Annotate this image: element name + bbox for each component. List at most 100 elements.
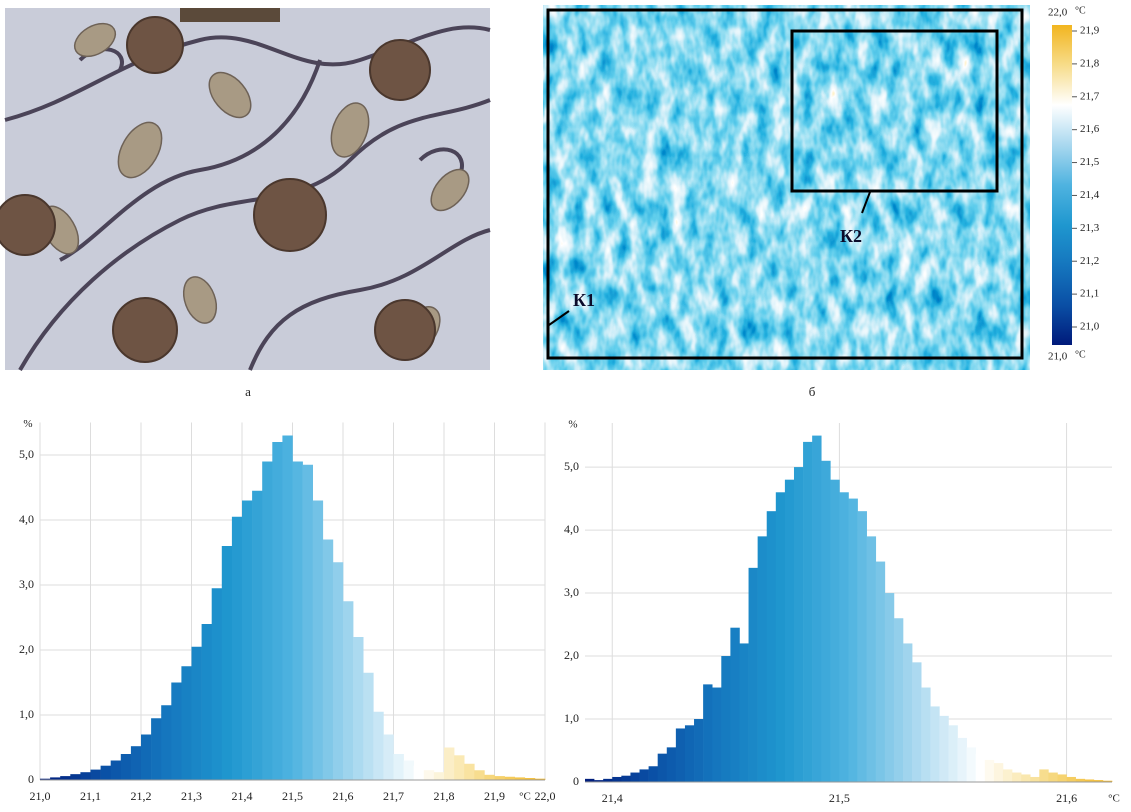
y-axis-label: %: [568, 419, 577, 431]
y-tick-label: 5,0: [564, 459, 579, 473]
x-tick-label: 21,6: [1056, 791, 1077, 805]
bar: [803, 441, 813, 782]
x-tick-label: 21,4: [232, 789, 253, 803]
x-tick-label: 22,0: [535, 789, 556, 803]
bar: [100, 765, 111, 780]
bar: [984, 759, 995, 782]
thermogram: К1 К2: [543, 5, 1030, 370]
bar: [383, 734, 394, 780]
colorbar-unit: °C: [1075, 5, 1086, 16]
colorbar-tick-label: 21,3: [1080, 222, 1100, 234]
y-tick-label: 4,0: [564, 522, 579, 536]
bar: [821, 460, 831, 782]
bar: [875, 561, 886, 782]
colorbar-tick-label: 21,5: [1080, 156, 1100, 168]
bar: [504, 776, 515, 780]
x-tick-label: 21,8: [434, 789, 455, 803]
histogram: 0 1,0 2,0 3,0 4,0 5,0 21,0 21,1 21,2 21,3 21,4 21,5…: [19, 418, 556, 803]
y-tick-label: 2,0: [564, 648, 579, 662]
bar: [585, 778, 595, 782]
colorbar-gradient: [1052, 25, 1072, 345]
bar: [1048, 772, 1058, 782]
bar: [292, 461, 303, 780]
x-tick-label: 21,6: [333, 789, 354, 803]
x-tick-label: 21,1: [80, 789, 101, 803]
y-axis-label: %: [23, 418, 32, 430]
bar: [830, 479, 840, 782]
x-tick-label: 21,3: [181, 789, 202, 803]
region-label: К1: [573, 290, 595, 310]
bar: [302, 464, 313, 780]
bar: [675, 728, 686, 782]
bar: [151, 718, 162, 780]
bar: [423, 770, 435, 780]
bar: [639, 769, 649, 782]
bar: [766, 511, 777, 782]
bar: [684, 725, 695, 782]
colorbar-tick-label: 21,8: [1080, 57, 1100, 69]
x-tick-label: 21,5: [282, 789, 303, 803]
bar: [1057, 774, 1067, 782]
colorbar: 22,0 °C 21,0 °C 21,0 21,1 21,2 21,3 21,4 21,5…: [1048, 5, 1100, 362]
bar: [252, 490, 263, 780]
bar: [433, 772, 445, 780]
bar: [332, 562, 344, 780]
bar: [282, 435, 293, 780]
x-tick-label: 21,7: [383, 789, 404, 803]
bar: [363, 672, 374, 780]
colorbar-min: 21,0: [1048, 351, 1068, 363]
histogram: 0 1,0 2,0 3,0 4,0 5,0 21,4 21,5 21,6% °C: [564, 419, 1120, 805]
bar: [594, 780, 604, 782]
bar: [839, 492, 849, 782]
bar: [534, 778, 546, 780]
colorbar-tick-label: 21,9: [1080, 25, 1100, 37]
bar: [721, 656, 731, 782]
y-tick-label: 3,0: [19, 577, 34, 591]
bar: [353, 637, 364, 780]
x-axis-label: °C: [1108, 793, 1120, 805]
bar: [857, 511, 867, 782]
bar: [141, 734, 152, 780]
bar: [939, 715, 949, 782]
bar: [648, 766, 658, 782]
caption: а: [245, 384, 251, 399]
bar: [630, 772, 640, 782]
bar: [757, 536, 768, 782]
bar: [484, 774, 495, 780]
bar: [621, 775, 631, 782]
bar: [474, 770, 485, 780]
bar: [603, 778, 613, 782]
bar: [793, 467, 804, 782]
bar: [730, 627, 740, 782]
bar: [1066, 776, 1076, 782]
bar: [712, 687, 722, 782]
bar: [966, 747, 977, 782]
bar: [703, 684, 713, 782]
bar: [1021, 774, 1031, 782]
bar: [912, 662, 922, 782]
bar: [211, 588, 223, 780]
bar: [948, 725, 958, 782]
bar: [1075, 778, 1086, 782]
bar: [70, 774, 81, 780]
bar: [181, 666, 192, 780]
y-tick-label: 1,0: [564, 711, 579, 725]
bar: [373, 711, 384, 780]
bar: [1030, 776, 1040, 782]
region-label: К2: [840, 226, 862, 246]
bar: [50, 777, 61, 780]
bar: [221, 546, 233, 780]
bar: [171, 682, 182, 780]
bar: [993, 763, 1004, 782]
bar: [893, 618, 904, 782]
colorbar-tick-label: 21,4: [1080, 189, 1100, 201]
x-tick-label: 21,9: [484, 789, 505, 803]
region-k2: [790, 29, 999, 193]
bar: [80, 772, 91, 780]
bar: [848, 498, 858, 782]
bar: [748, 567, 758, 782]
bar: [60, 776, 71, 780]
bar: [884, 593, 895, 782]
bar: [1093, 780, 1104, 782]
bar: [161, 705, 172, 780]
